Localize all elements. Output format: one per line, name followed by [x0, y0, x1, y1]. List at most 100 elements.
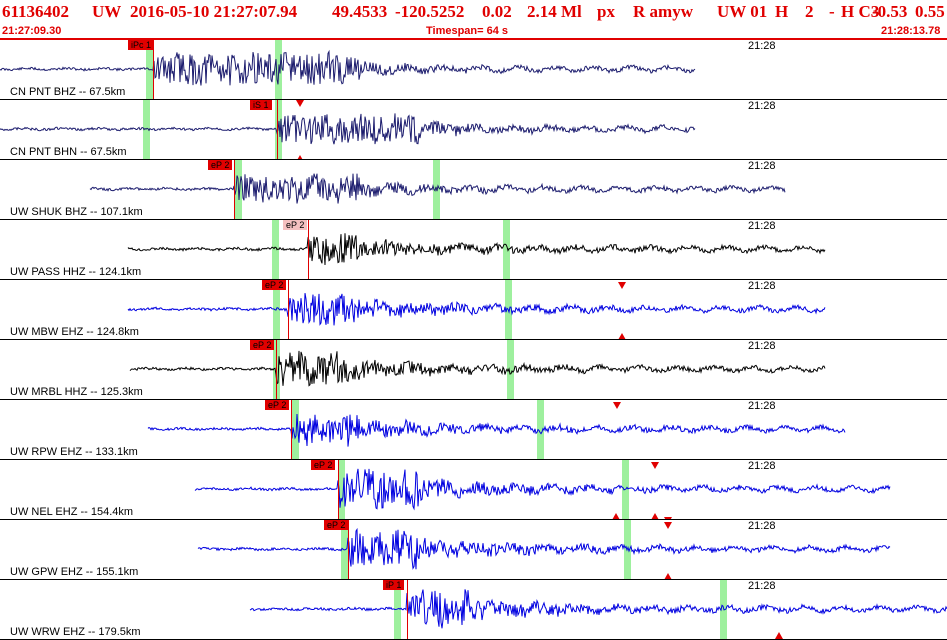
- event-header: 61136402 UW 2016-05-10 21:27:07.94 49.45…: [0, 0, 947, 38]
- waveform: [89, 173, 786, 204]
- pick-flag[interactable]: eP 2: [324, 520, 349, 530]
- waveform: [147, 413, 846, 447]
- trace-panel[interactable]: eP 2 21:28 UW GPW EHZ -- 155.1km: [0, 520, 947, 580]
- trace-panel[interactable]: iS 1 21:28 CN PNT BHN -- 67.5km: [0, 100, 947, 160]
- minute-tick-label: 21:28: [748, 400, 776, 412]
- minute-tick-label: 21:28: [748, 580, 776, 592]
- minute-tick-label: 21:28: [748, 520, 776, 532]
- phase-window-marker[interactable]: [537, 400, 544, 459]
- arrival-up-marker: [618, 333, 626, 339]
- pick-flag[interactable]: iPc 1: [128, 40, 155, 50]
- waveform: [127, 233, 826, 266]
- trace-panel[interactable]: eP 2 21:28 UW NEL EHZ -- 154.4km: [0, 460, 947, 520]
- trace-panel[interactable]: eP 2 21:28 UW PASS HHZ -- 124.1km: [0, 220, 947, 280]
- magnitude: 2.14 Ml: [527, 2, 582, 21]
- minute-tick-label: 21:28: [748, 220, 776, 232]
- waveform: [249, 589, 947, 629]
- event-summary-line: 61136402 UW 2016-05-10 21:27:07.94 49.45…: [0, 0, 947, 24]
- seismogram-stack[interactable]: iPc 1 21:28 CN PNT BHZ -- 67.5km iS 1 21:28 C…: [0, 40, 947, 640]
- waveform: [127, 293, 826, 326]
- pick-line[interactable]: [288, 280, 289, 339]
- pick-line[interactable]: [348, 520, 349, 579]
- trace-panel[interactable]: eP 2 21:28 UW MBW EHZ -- 124.8km: [0, 280, 947, 340]
- station-label: UW NEL EHZ -- 154.4km: [10, 506, 134, 518]
- pick-flag[interactable]: iP 1: [383, 580, 405, 590]
- network-version: UW 01: [717, 2, 768, 21]
- pick-line[interactable]: [308, 220, 309, 279]
- window-start-time: 21:27:09.30: [2, 25, 62, 37]
- phase-window-marker[interactable]: [272, 220, 279, 279]
- trace-panel[interactable]: eP 2 21:28 UW RPW EHZ -- 133.1km: [0, 400, 947, 460]
- minute-tick-label: 21:28: [748, 40, 776, 52]
- arrival-up-marker: [664, 573, 672, 579]
- arrival-up-marker: [612, 513, 620, 519]
- value-1: -0.53: [872, 2, 908, 21]
- pick-line[interactable]: [234, 160, 235, 219]
- time-window-line: 21:27:09.30 Timespan= 64 s 21:28:13.78: [0, 24, 947, 38]
- depth: 0.02: [482, 2, 512, 21]
- phase-window-marker[interactable]: [507, 340, 514, 399]
- event-flags: R amyw: [633, 2, 693, 21]
- minute-tick-label: 21:28: [748, 280, 776, 292]
- quality-2: 2: [805, 2, 814, 21]
- phase-window-marker[interactable]: [503, 220, 510, 279]
- arrival-down-marker: [618, 282, 626, 289]
- minute-tick-label: 21:28: [748, 460, 776, 472]
- station-label: UW SHUK BHZ -- 107.1km: [10, 206, 143, 218]
- trace-panel[interactable]: eP 2 21:28 UW SHUK BHZ -- 107.1km: [0, 160, 947, 220]
- minute-tick-label: 21:28: [748, 100, 776, 112]
- arrival-up-marker: [296, 155, 304, 159]
- waveform: [194, 468, 891, 511]
- arrival-down-marker: [296, 100, 304, 107]
- pick-line[interactable]: [338, 460, 339, 519]
- pick-flag[interactable]: eP 2: [311, 460, 336, 470]
- minute-tick-label: 21:28: [748, 160, 776, 172]
- station-label: UW WRW EHZ -- 179.5km: [10, 626, 141, 638]
- pick-flag[interactable]: eP 2: [283, 220, 308, 230]
- window-end-time: 21:28:13.78: [881, 25, 941, 37]
- event-type: px: [597, 2, 615, 21]
- station-label: CN PNT BHZ -- 67.5km: [10, 86, 126, 98]
- arrival-up-marker: [775, 632, 783, 639]
- latitude: 49.4533: [332, 2, 388, 21]
- arrival-down-marker: [651, 462, 659, 469]
- pick-line[interactable]: [276, 340, 277, 399]
- trace-panel[interactable]: iPc 1 21:28 CN PNT BHZ -- 67.5km: [0, 40, 947, 100]
- pick-line[interactable]: [277, 100, 278, 159]
- phase-window-marker[interactable]: [338, 460, 345, 519]
- pick-line[interactable]: [407, 580, 408, 639]
- arrival-down-marker: [613, 402, 621, 409]
- pick-flag[interactable]: eP 2: [208, 160, 233, 170]
- pick-flag[interactable]: eP 2: [250, 340, 275, 350]
- pick-line[interactable]: [153, 40, 154, 99]
- waveform: [197, 527, 891, 570]
- waveform: [0, 49, 696, 86]
- station-label: UW RPW EHZ -- 133.1km: [10, 446, 138, 458]
- phase-window-marker[interactable]: [292, 400, 299, 459]
- dash-separator: -: [829, 2, 835, 21]
- pick-line[interactable]: [291, 400, 292, 459]
- minute-tick-label: 21:28: [748, 340, 776, 352]
- waveform: [0, 113, 696, 145]
- value-2: 0.55: [915, 2, 945, 21]
- origin-datetime: 2016-05-10 21:27:07.94: [130, 2, 298, 21]
- station-label: CN PNT BHN -- 67.5km: [10, 146, 127, 158]
- station-label: UW MRBL HHZ -- 125.3km: [10, 386, 143, 398]
- trace-panel[interactable]: eP 2 21:28 UW MRBL HHZ -- 125.3km: [0, 340, 947, 400]
- trace-panel[interactable]: iP 1 21:28 UW WRW EHZ -- 179.5km: [0, 580, 947, 640]
- pick-flag[interactable]: eP 2: [262, 280, 287, 290]
- event-id: 61136402: [2, 2, 70, 21]
- arrival-down-marker: [664, 522, 672, 529]
- pick-flag[interactable]: eP 2: [265, 400, 290, 410]
- arrival-up-marker: [651, 513, 659, 519]
- timespan-label: Timespan= 64 s: [426, 25, 509, 37]
- station-label: UW MBW EHZ -- 124.8km: [10, 326, 139, 338]
- waveform: [129, 350, 826, 387]
- network-code: UW: [92, 2, 122, 21]
- phase-window-marker[interactable]: [143, 100, 150, 159]
- quality-class: H C3: [841, 2, 880, 21]
- pick-flag[interactable]: iS 1: [250, 100, 272, 110]
- longitude: -120.5252: [395, 2, 465, 21]
- header-divider: [0, 38, 947, 40]
- arrival-down-marker: [664, 517, 672, 519]
